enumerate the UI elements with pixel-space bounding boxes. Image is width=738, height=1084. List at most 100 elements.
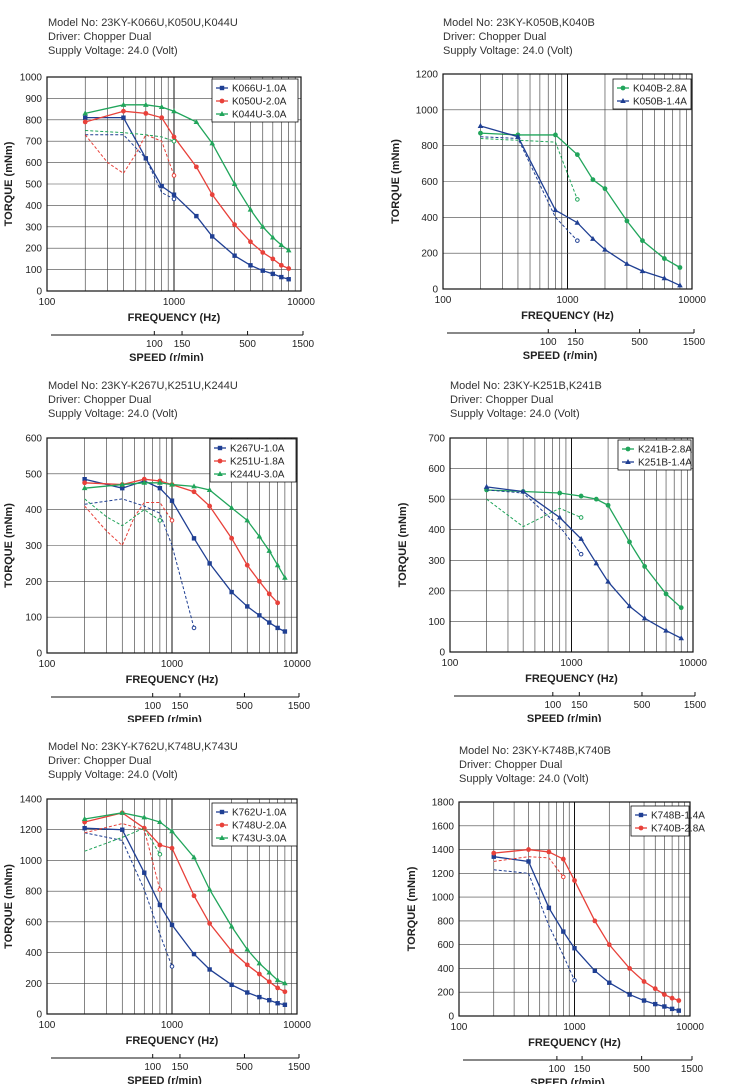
x-axis-title: FREQUENCY (Hz) [528, 1037, 621, 1049]
speed-tick-label: 100 [544, 700, 561, 711]
pull-in-curve [84, 498, 161, 527]
data-point [169, 922, 175, 928]
speed-tick-label: 1500 [684, 700, 707, 711]
data-point [286, 266, 292, 271]
x-tick-label: 10000 [287, 297, 315, 308]
data-point [83, 115, 88, 120]
x-tick-label: 10000 [678, 295, 706, 306]
pull-in-curve [486, 498, 582, 528]
data-point [257, 994, 262, 1000]
data-point [552, 207, 559, 213]
speed-tick-label: 1500 [288, 1062, 311, 1073]
y-axis-title: TORQUE (mNm) [3, 141, 15, 226]
data-point [157, 485, 163, 491]
data-point [572, 946, 577, 951]
data-point [259, 223, 266, 229]
series-K066U-1.0A [83, 115, 291, 282]
y-tick-label: 1000 [416, 105, 439, 116]
y-tick-label: 0 [448, 1012, 454, 1023]
speed-tick-label: 1500 [683, 337, 706, 348]
y-tick-label: 200 [25, 577, 42, 588]
y-tick-label: 1400 [20, 795, 43, 806]
data-point [677, 282, 683, 288]
data-point [274, 977, 281, 983]
pull-in-end-point [578, 551, 584, 557]
data-point [669, 1006, 675, 1012]
data-point [244, 962, 250, 968]
y-tick-label: 1400 [432, 845, 455, 856]
legend-marker [625, 446, 631, 452]
legend-marker [219, 809, 225, 815]
x-axis-title: FREQUENCY (Hz) [521, 310, 614, 322]
speed-tick-label: 150 [574, 1064, 591, 1075]
data-point [158, 103, 165, 109]
data-point [119, 481, 126, 487]
y-tick-label: 500 [25, 469, 42, 480]
y-tick-label: 600 [25, 917, 42, 928]
x-tick-label: 100 [442, 658, 459, 669]
data-point [640, 238, 645, 244]
speed-tick-label: 500 [236, 1062, 253, 1073]
data-point [491, 854, 496, 859]
data-point [274, 562, 281, 568]
x-axis-title: FREQUENCY (Hz) [128, 312, 221, 324]
data-point [191, 893, 197, 899]
data-point [82, 480, 88, 486]
pull-out-curve [85, 117, 289, 280]
legend-marker [217, 458, 223, 464]
y-tick-label: 600 [437, 940, 454, 951]
data-point [256, 971, 262, 977]
data-point [248, 263, 253, 268]
data-point [157, 819, 163, 825]
legend-label: K748U-2.0A [232, 821, 287, 832]
data-point [526, 859, 531, 864]
data-point [639, 268, 646, 274]
y-tick-label: 200 [428, 586, 445, 597]
plot-frame [442, 73, 693, 290]
legend-label: K251U-1.8A [230, 457, 285, 468]
series-K244U-3.0A [81, 479, 288, 580]
data-point [256, 960, 263, 966]
data-point [169, 498, 175, 503]
legend-label: K251B-1.4A [638, 458, 692, 469]
legend-label: K743U-3.0A [232, 834, 287, 845]
legend-label: K244U-3.0A [230, 470, 285, 481]
data-point [209, 140, 216, 146]
data-point [607, 980, 612, 985]
y-tick-label: 1200 [20, 825, 43, 836]
driver-text: Driver: Chopper Dual [48, 31, 152, 43]
pull-in-curve [84, 823, 161, 890]
data-point [141, 476, 147, 482]
y-tick-label: 300 [428, 556, 445, 567]
torque-chart: 0 200 400 600 800 1000 1200 1400 1600 1800 100 1000… [406, 798, 705, 1084]
y-tick-label: 0 [432, 285, 438, 296]
pull-out-curve [84, 482, 286, 579]
y-tick-label: 400 [421, 213, 438, 224]
legend-label: K050U-2.0A [232, 97, 287, 108]
x-tick-label: 100 [435, 295, 452, 306]
legend-marker [638, 812, 644, 818]
data-point [627, 539, 632, 545]
data-point [229, 948, 235, 954]
legend-marker [219, 835, 225, 840]
chart-panel-k748b: Model No: 23KY-K748B,K740B Driver: Chopp… [369, 722, 738, 1084]
y-tick-label: 300 [25, 541, 42, 552]
speed-tick-label: 150 [172, 1062, 189, 1073]
supply-voltage: Supply Voltage: 24.0 (Volt) [450, 408, 580, 420]
data-point [143, 156, 149, 161]
x-tick-label: 1000 [563, 1022, 586, 1033]
y-tick-label: 800 [421, 141, 438, 152]
speed-tick-label: 1500 [681, 1064, 704, 1075]
legend-label: K044U-3.0A [232, 110, 287, 121]
data-point [248, 239, 253, 245]
y-tick-label: 400 [25, 505, 42, 516]
data-point [626, 603, 633, 609]
legend-marker [638, 825, 644, 831]
data-point [652, 986, 658, 992]
data-point [143, 110, 149, 116]
pull-in-curve [84, 827, 161, 855]
data-point [546, 849, 552, 855]
speed-axis-title: SPEED (r/min) [530, 1077, 605, 1084]
x-tick-label: 10000 [283, 1020, 311, 1031]
